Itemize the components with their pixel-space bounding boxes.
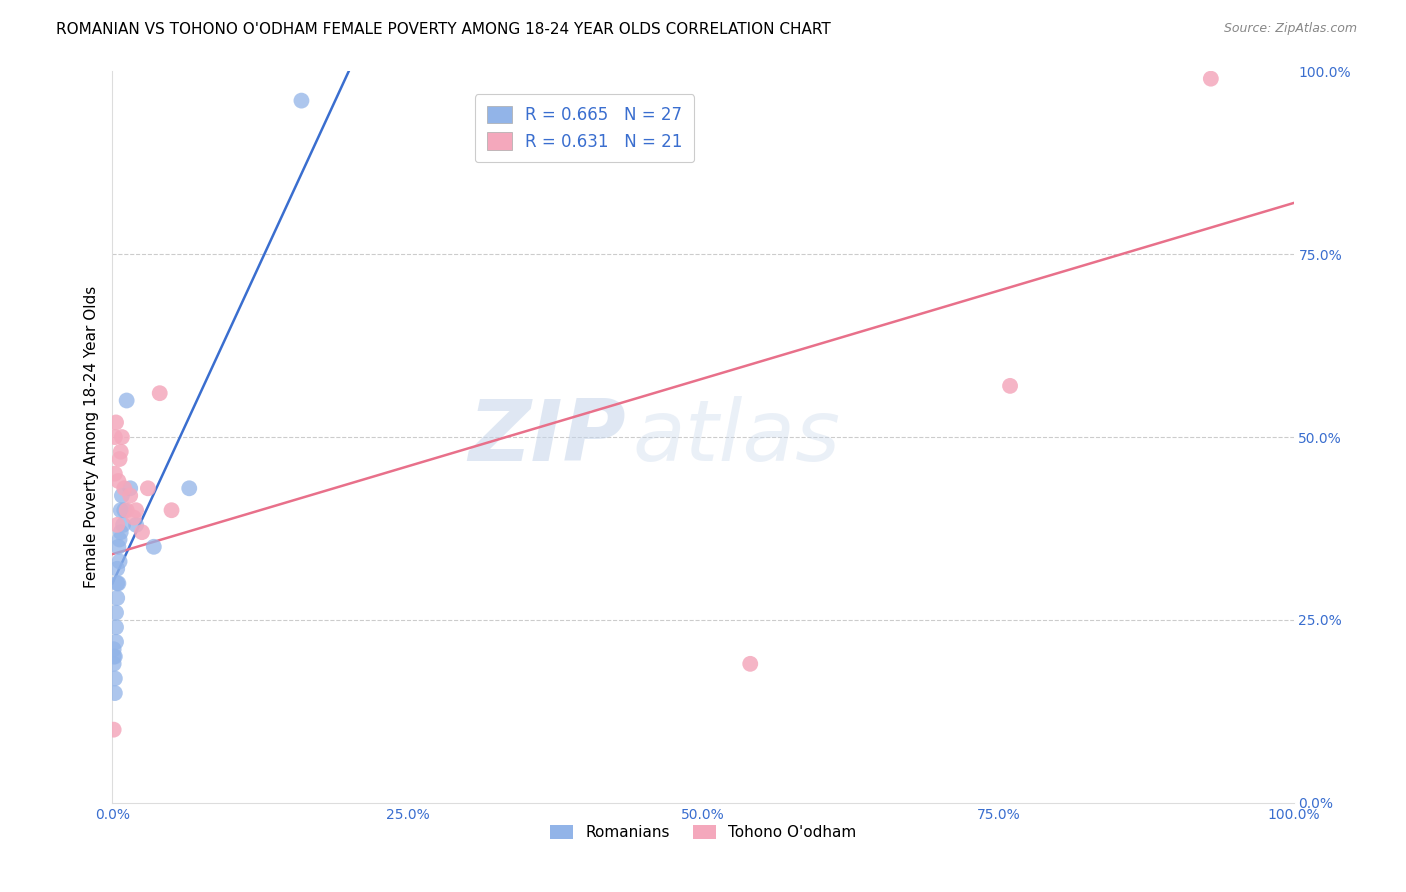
Point bbox=[112, 517, 135, 532]
Point bbox=[108, 533, 131, 547]
Point bbox=[115, 393, 138, 408]
Point bbox=[149, 386, 172, 401]
Point bbox=[104, 430, 127, 444]
Point bbox=[122, 510, 145, 524]
Point bbox=[998, 379, 1021, 393]
Point bbox=[107, 540, 129, 554]
Point bbox=[108, 452, 131, 467]
Point bbox=[115, 503, 138, 517]
Point bbox=[103, 642, 125, 657]
Point bbox=[142, 540, 165, 554]
Point bbox=[105, 635, 128, 649]
Point bbox=[105, 562, 128, 576]
Legend: Romanians, Tohono O'odham: Romanians, Tohono O'odham bbox=[544, 819, 862, 847]
Point bbox=[107, 576, 129, 591]
Point bbox=[105, 591, 128, 605]
Point bbox=[110, 525, 132, 540]
Text: Source: ZipAtlas.com: Source: ZipAtlas.com bbox=[1223, 22, 1357, 36]
Point bbox=[105, 620, 128, 634]
Point bbox=[103, 723, 125, 737]
Point bbox=[125, 517, 148, 532]
Text: atlas: atlas bbox=[633, 395, 841, 479]
Point bbox=[111, 489, 134, 503]
Point bbox=[105, 517, 128, 532]
Point bbox=[110, 444, 132, 458]
Point bbox=[120, 489, 142, 503]
Point bbox=[1199, 71, 1222, 86]
Point bbox=[105, 576, 128, 591]
Text: ROMANIAN VS TOHONO O'ODHAM FEMALE POVERTY AMONG 18-24 YEAR OLDS CORRELATION CHAR: ROMANIAN VS TOHONO O'ODHAM FEMALE POVERT… bbox=[56, 22, 831, 37]
Point bbox=[107, 474, 129, 488]
Point bbox=[111, 430, 134, 444]
Point bbox=[104, 672, 127, 686]
Point bbox=[131, 525, 153, 540]
Y-axis label: Female Poverty Among 18-24 Year Olds: Female Poverty Among 18-24 Year Olds bbox=[83, 286, 98, 588]
Point bbox=[104, 649, 127, 664]
Point bbox=[103, 649, 125, 664]
Point bbox=[136, 481, 159, 495]
Point bbox=[110, 503, 132, 517]
Point bbox=[740, 657, 762, 671]
Point bbox=[160, 503, 183, 517]
Point bbox=[104, 686, 127, 700]
Point bbox=[290, 94, 312, 108]
Point bbox=[125, 503, 148, 517]
Point bbox=[105, 416, 128, 430]
Point bbox=[112, 481, 135, 495]
Point bbox=[104, 467, 127, 481]
Point bbox=[120, 481, 142, 495]
Text: ZIP: ZIP bbox=[468, 395, 626, 479]
Point bbox=[112, 503, 135, 517]
Point bbox=[108, 554, 131, 568]
Point bbox=[105, 606, 128, 620]
Point bbox=[103, 657, 125, 671]
Point bbox=[179, 481, 201, 495]
